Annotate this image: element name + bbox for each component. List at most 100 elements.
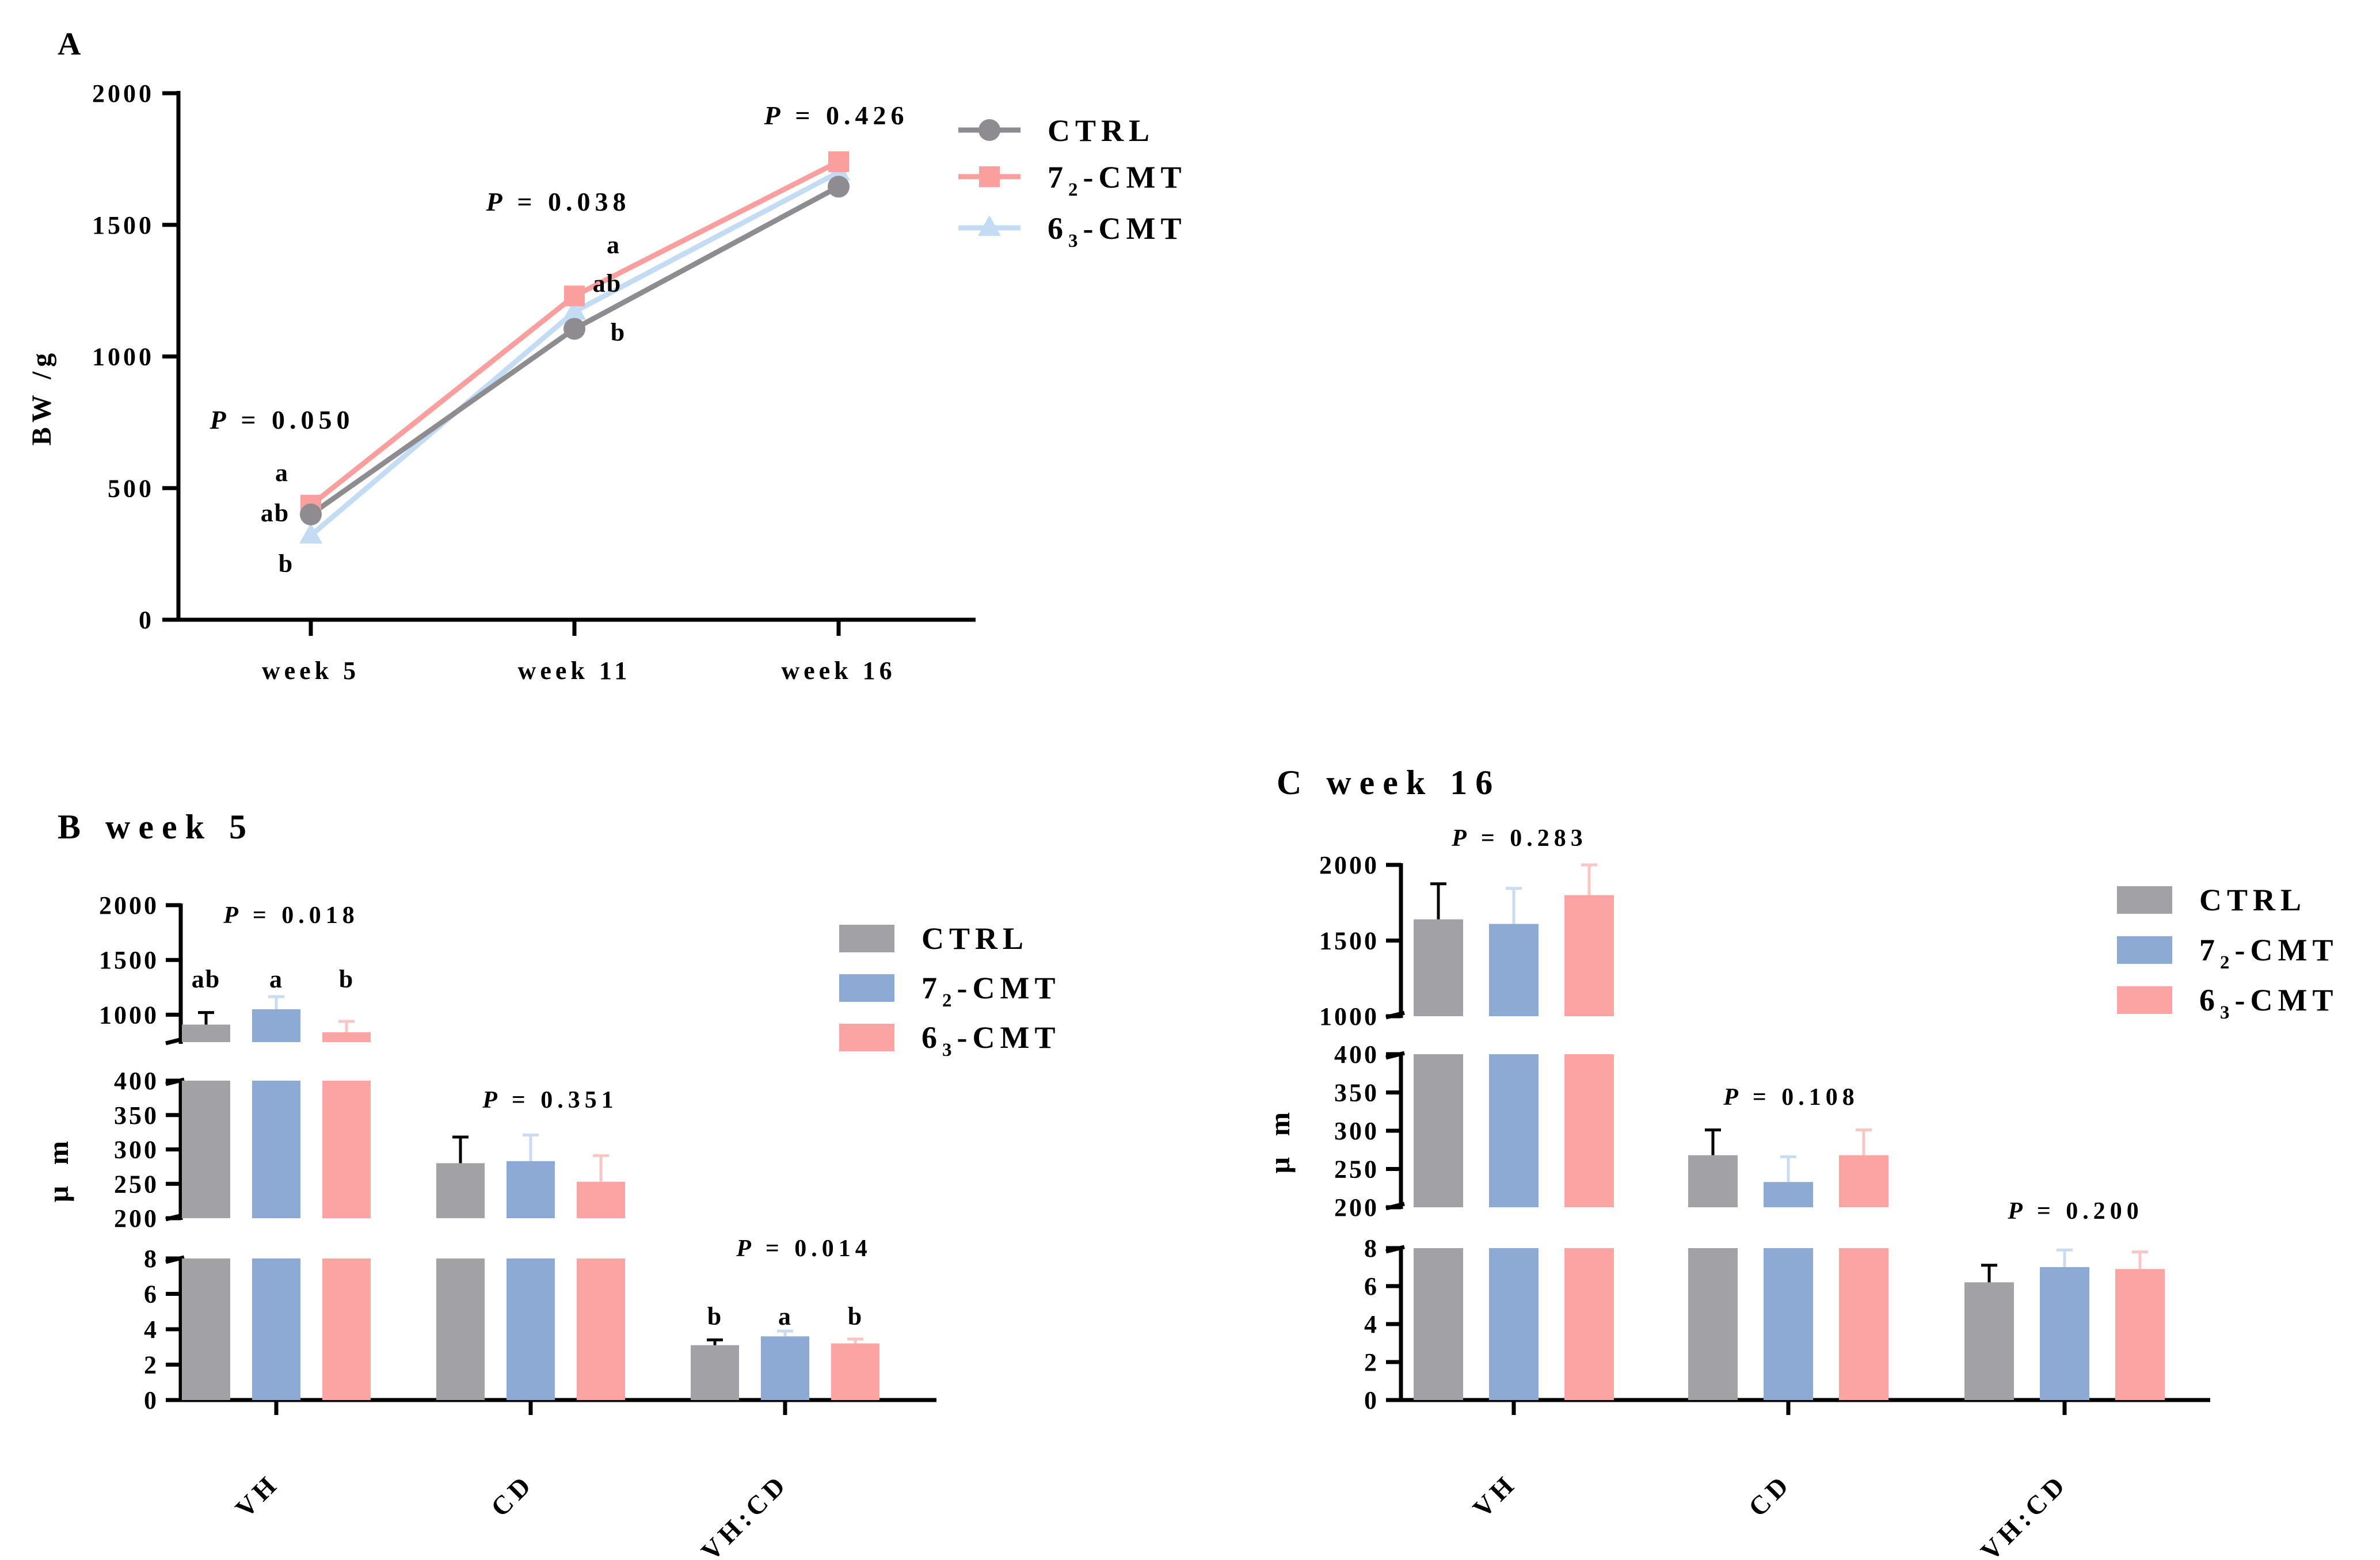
legend-label: 72-CMT <box>2199 933 2338 973</box>
x-tick-label: CD <box>1743 1468 1797 1522</box>
y-tick-label: 2000 <box>99 891 159 920</box>
y-tick-label: 250 <box>114 1170 159 1198</box>
data-point <box>563 299 586 320</box>
bar-2-CD <box>1764 1182 1813 1207</box>
bar-3-CD <box>1839 1248 1888 1400</box>
axis-break-mark <box>1385 1202 1405 1211</box>
legend-marker <box>978 215 1001 236</box>
y-tick-label: 0 <box>1364 1386 1379 1414</box>
axis-break-mark <box>1385 1245 1405 1254</box>
significance-letter: ab <box>192 965 220 993</box>
significance-letter: a <box>269 965 283 993</box>
y-tick-label: 400 <box>114 1067 159 1095</box>
bar-1-VH:CD <box>1964 1282 2014 1400</box>
bar-1-CD <box>1688 1155 1738 1207</box>
axis-break-mark <box>165 1036 185 1046</box>
significance-letter: ab <box>261 499 290 527</box>
bar-3-VH:CD <box>2115 1269 2165 1400</box>
x-tick-label: VH:CD <box>695 1468 794 1560</box>
legend-swatch <box>2117 936 2172 964</box>
data-point <box>564 285 585 307</box>
p-value-label: P = 0.426 <box>763 101 908 130</box>
bar-2-CD <box>1764 1248 1813 1400</box>
y-axis-label: BW /g <box>26 349 57 445</box>
bar-1-VH <box>182 1081 230 1218</box>
legend-marker <box>979 166 1000 187</box>
axis-break-mark <box>1385 1051 1405 1060</box>
panel-a-line-chart: A 0 500 1000 1500 2000 week 5 week 11 week 16 BW … <box>26 26 1186 685</box>
axis-break-mark <box>165 1077 185 1086</box>
y-tick-label: 300 <box>1334 1117 1379 1145</box>
y-tick-label: 2 <box>1364 1348 1379 1376</box>
bar-1-VH <box>1414 1248 1463 1400</box>
bar-3-VH <box>1564 1054 1614 1207</box>
bar-2-VH <box>252 1081 300 1218</box>
axis-break-mark <box>1385 1010 1405 1020</box>
bar-3-VH:CD <box>831 1343 879 1400</box>
y-tick-label: 300 <box>114 1136 159 1164</box>
significance-letter: b <box>279 550 294 578</box>
data-point <box>828 176 850 198</box>
legend-label: CTRL <box>1048 113 1155 148</box>
y-tick-label: 4 <box>1364 1310 1379 1338</box>
y-tick-label: 6 <box>1364 1272 1379 1300</box>
bar-2-CD <box>507 1161 555 1218</box>
legend-marker <box>978 119 1000 141</box>
data-point <box>563 318 585 340</box>
p-value-label: P = 0.351 <box>482 1087 618 1113</box>
legend-label: 72-CMT <box>1048 160 1186 200</box>
x-tick-label: week 5 <box>262 657 360 685</box>
axis-break-mark <box>165 1212 185 1222</box>
bar-3-VH <box>322 1081 371 1218</box>
significance-letter: b <box>848 1302 863 1330</box>
p-value-label: P = 0.018 <box>223 902 359 929</box>
y-tick-label: 8 <box>144 1245 159 1273</box>
legend-swatch <box>2117 886 2172 914</box>
p-value-label: P = 0.200 <box>2007 1198 2143 1225</box>
bar-1-CD <box>436 1258 485 1400</box>
bar-3-VH <box>1564 895 1614 1016</box>
bar-2-VH <box>252 1258 300 1400</box>
panel-label: C week 16 <box>1277 764 1501 802</box>
bar-3-VH <box>322 1032 371 1042</box>
data-point <box>300 504 322 525</box>
data-point <box>299 522 322 544</box>
bar-1-VH <box>182 1258 230 1400</box>
x-tick-label: week 11 <box>518 657 631 685</box>
panel-b-bar-chart-week5: B week 5 μ m 0 2 4 6 8 200 250 300 350 400 1000 1500 2… <box>42 808 1060 1560</box>
legend-label: 72-CMT <box>921 971 1060 1011</box>
significance-letter: ab <box>593 269 622 297</box>
y-tick-label: 0 <box>144 1386 159 1414</box>
bar-1-CD <box>436 1163 485 1218</box>
bar-2-VH:CD <box>761 1336 809 1400</box>
legend-label: CTRL <box>921 921 1029 956</box>
p-value-label: P = 0.014 <box>736 1235 872 1262</box>
bar-1-VH <box>182 1024 230 1042</box>
y-tick-label: 1500 <box>1319 927 1379 955</box>
y-tick-label: 1000 <box>1319 1002 1379 1031</box>
y-tick-label: 350 <box>114 1101 159 1130</box>
y-tick-label: 8 <box>1364 1234 1379 1263</box>
bar-3-CD <box>1839 1155 1888 1207</box>
bar-3-CD <box>577 1181 625 1218</box>
significance-letter: b <box>611 318 626 346</box>
bar-2-VH <box>1489 1054 1539 1207</box>
legend-swatch <box>839 925 894 952</box>
x-tick-label: week 16 <box>781 657 896 685</box>
significance-letter: a <box>275 459 289 487</box>
y-tick-label: 500 <box>108 474 154 502</box>
p-value-label: P = 0.050 <box>209 405 354 434</box>
x-tick-label: CD <box>485 1468 539 1522</box>
significance-letter: a <box>607 231 620 259</box>
bar-1-CD <box>1688 1248 1738 1400</box>
p-value-label: P = 0.038 <box>485 187 630 216</box>
bar-2-VH <box>252 1009 300 1042</box>
bar-1-VH:CD <box>691 1345 739 1400</box>
y-tick-label: 1500 <box>99 946 159 974</box>
y-tick-label: 1500 <box>92 211 154 239</box>
axis-break-mark <box>165 1255 185 1264</box>
legend-swatch <box>839 974 894 1002</box>
legend-label: 63-CMT <box>921 1020 1060 1061</box>
bar-2-VH <box>1489 1248 1539 1400</box>
